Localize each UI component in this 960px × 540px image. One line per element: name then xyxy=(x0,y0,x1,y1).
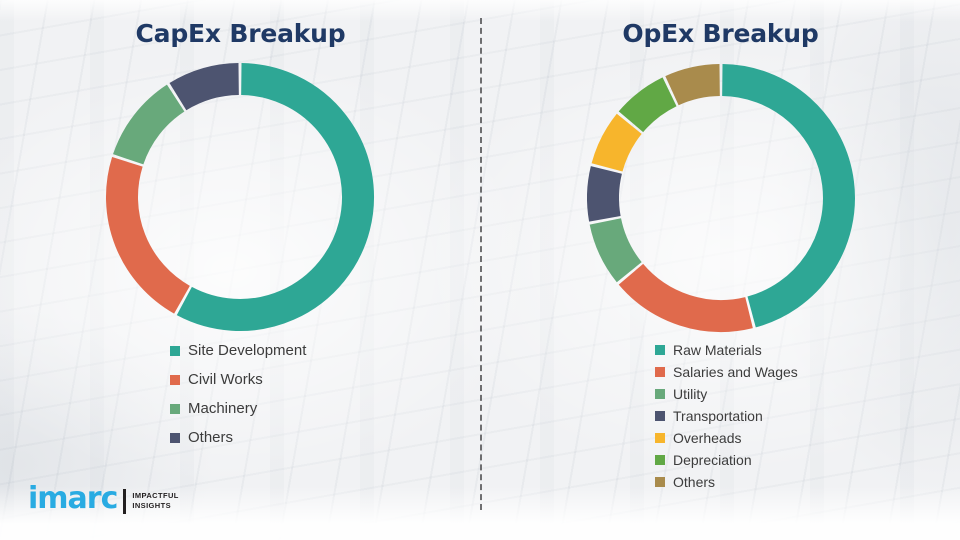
donut-slice-machinery xyxy=(113,84,185,165)
imarc-tagline-line2: INSIGHTS xyxy=(132,501,171,510)
opex-panel: OpEx Breakup Raw Materials Salaries and W… xyxy=(481,0,960,540)
legend-swatch-salaries-and-wages xyxy=(655,367,665,377)
legend-item-overheads: Overheads xyxy=(655,427,798,449)
legend-swatch-overheads xyxy=(655,433,665,443)
legend-swatch-others xyxy=(170,432,180,443)
legend-item-depreciation: Depreciation xyxy=(655,449,798,471)
legend-item-utility: Utility xyxy=(655,383,798,405)
legend-label: Site Development xyxy=(188,342,307,359)
capex-donut-chart xyxy=(106,63,374,331)
donut-slice-raw-materials xyxy=(721,64,855,328)
donut-slice-others xyxy=(665,64,721,106)
legend-item-civil-works: Civil Works xyxy=(170,365,306,394)
donut-slice-transportation xyxy=(587,166,623,222)
imarc-logo-divider-bar xyxy=(123,488,127,514)
imarc-logo-wordmark: imarc xyxy=(28,481,118,516)
donut-slice-overheads xyxy=(591,113,642,173)
legend-swatch-depreciation xyxy=(655,455,665,465)
opex-chart-title: OpEx Breakup xyxy=(622,19,819,48)
legend-swatch-civil-works xyxy=(170,374,180,385)
legend-item-raw-materials: Raw Materials xyxy=(655,339,798,361)
capex-legend: Site Development Civil Works Machinery Othe… xyxy=(170,336,306,452)
legend-label: Others xyxy=(188,429,234,446)
imarc-logo-tagline: IMPACTFUL INSIGHTS xyxy=(132,491,178,511)
legend-item-salaries-and-wages: Salaries and Wages xyxy=(655,361,798,383)
donut-slice-site-development xyxy=(176,63,374,331)
panel-divider xyxy=(480,18,482,510)
legend-label: Utility xyxy=(673,386,708,402)
imarc-logo: imarc IMPACTFUL INSIGHTS xyxy=(28,484,179,514)
legend-swatch-transportation xyxy=(655,411,665,421)
legend-label: Others xyxy=(673,474,716,490)
legend-item-machinery: Machinery xyxy=(170,394,306,423)
legend-item-others: Others xyxy=(655,471,798,493)
donut-slice-utility xyxy=(589,217,642,283)
opex-donut-chart xyxy=(587,64,855,332)
donut-slice-civil-works xyxy=(106,157,191,314)
legend-item-others: Others xyxy=(170,423,306,452)
legend-label: Transportation xyxy=(673,408,763,424)
capex-panel: CapEx Breakup Site Development Civil Work… xyxy=(106,19,374,452)
opex-legend: Raw Materials Salaries and Wages Utility Tr… xyxy=(655,339,798,493)
legend-swatch-site-development xyxy=(170,345,180,356)
legend-swatch-raw-materials xyxy=(655,345,665,355)
imarc-tagline-line1: IMPACTFUL xyxy=(132,491,179,501)
legend-label: Machinery xyxy=(188,400,258,417)
legend-label: Depreciation xyxy=(673,452,752,468)
donut-slice-salaries-and-wages xyxy=(618,263,753,332)
legend-swatch-others xyxy=(655,477,665,487)
legend-swatch-machinery xyxy=(170,403,180,414)
legend-label: Raw Materials xyxy=(673,342,762,358)
legend-swatch-utility xyxy=(655,389,665,399)
legend-label: Salaries and Wages xyxy=(673,364,798,380)
capex-chart-title: CapEx Breakup xyxy=(135,19,346,48)
legend-label: Civil Works xyxy=(188,371,263,388)
legend-label: Overheads xyxy=(673,430,742,446)
legend-item-site-development: Site Development xyxy=(170,336,306,365)
donut-slice-depreciation xyxy=(618,77,677,133)
donut-slice-others xyxy=(169,63,240,111)
legend-item-transportation: Transportation xyxy=(655,405,798,427)
